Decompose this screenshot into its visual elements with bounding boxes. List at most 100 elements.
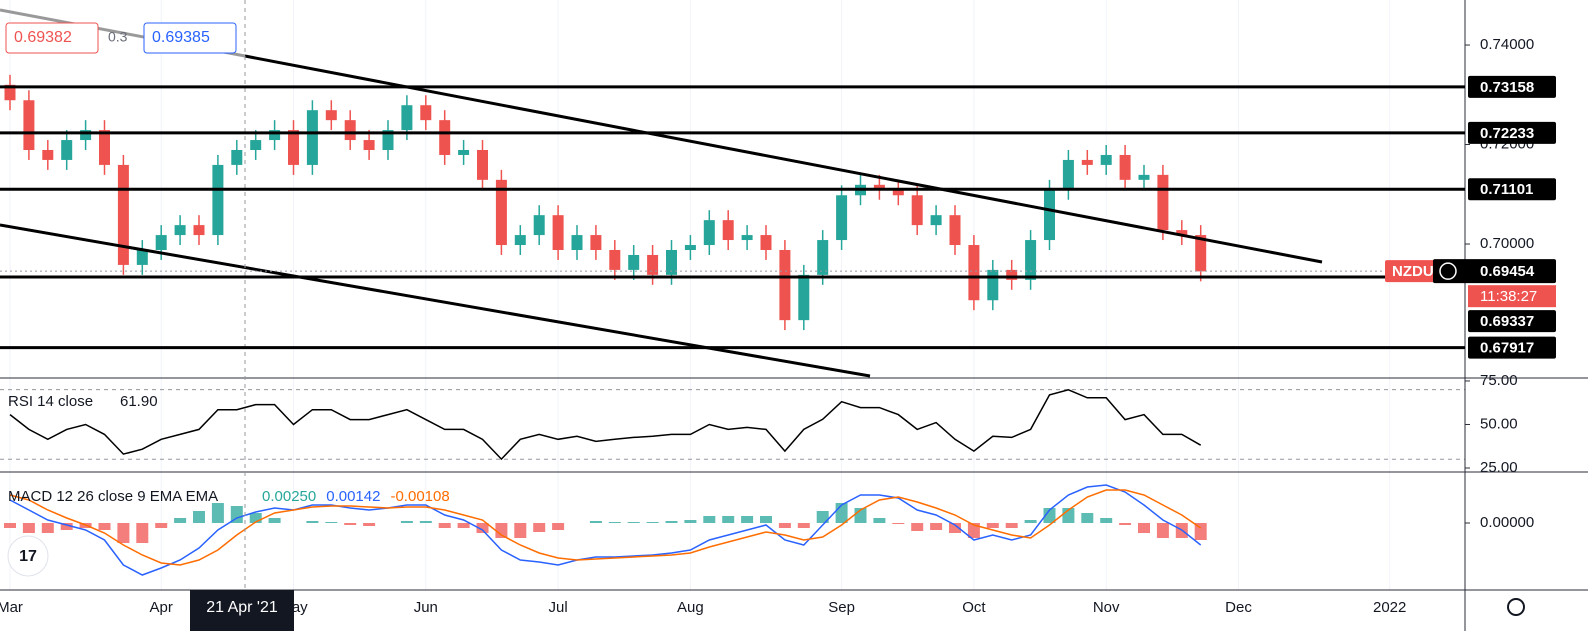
candle-body	[987, 269, 999, 301]
ask-box[interactable]	[143, 22, 237, 54]
logo-mark: 17	[19, 548, 37, 565]
countdown: 11:38:27	[1480, 288, 1537, 305]
histogram-bar	[344, 523, 357, 525]
candle-body	[117, 164, 129, 265]
add-alert-icon[interactable]	[1439, 262, 1457, 280]
trend-line	[0, 223, 871, 378]
candle-body	[760, 235, 772, 250]
y-tick-label: 25.00	[1480, 459, 1518, 476]
histogram-bar	[627, 522, 640, 523]
spread: 0.3	[108, 29, 128, 45]
histogram-bar	[1156, 523, 1169, 538]
candle-body	[250, 140, 262, 150]
price-level-box	[1468, 75, 1556, 98]
candle-body	[514, 235, 526, 246]
histogram-bar	[949, 523, 961, 533]
candle-body	[949, 215, 961, 246]
candle-body	[1025, 240, 1037, 280]
candle-body	[136, 249, 148, 265]
price-level-label: 0.72233	[1480, 125, 1534, 142]
price-level-label: 0.67917	[1480, 340, 1534, 357]
histogram-bar	[476, 523, 489, 533]
settings-icon[interactable]	[1507, 598, 1525, 616]
candle-body	[99, 130, 110, 165]
candle-body	[533, 215, 545, 236]
candle-body	[193, 225, 205, 236]
histogram-bar	[41, 523, 54, 533]
histogram-bar	[703, 516, 716, 523]
candle-body	[439, 120, 451, 155]
indicator-name: RSI 14 close	[8, 393, 93, 410]
indicator-readout: -0.00108	[390, 488, 449, 505]
candle-body	[288, 130, 299, 165]
histogram-bar	[495, 523, 508, 538]
histogram-bar	[193, 511, 205, 523]
candle-body	[571, 235, 583, 250]
candle-body	[722, 220, 734, 241]
histogram-bar	[438, 523, 451, 528]
histogram-bar	[60, 523, 73, 530]
histogram-bar	[797, 523, 810, 528]
candle-body	[1157, 174, 1169, 231]
histogram-bar	[98, 523, 111, 530]
x-tick-label: Mar	[0, 599, 23, 616]
histogram-bar	[457, 523, 470, 528]
candle-body	[1062, 159, 1074, 190]
histogram-bar	[514, 523, 527, 538]
candle-body	[344, 120, 356, 141]
histogram-bar	[911, 523, 924, 531]
crosshair-date: 21 Apr '21	[206, 599, 278, 616]
last-price-box[interactable]	[1433, 259, 1556, 284]
histogram-bar	[552, 523, 565, 530]
candle-body	[325, 110, 337, 121]
candle-body	[420, 105, 432, 121]
candle-body	[684, 245, 696, 250]
line-series	[9, 489, 1202, 566]
price-level-label: 0.69337	[1480, 313, 1534, 330]
bid-price: 0.69382	[14, 29, 72, 46]
candle-body	[628, 254, 640, 270]
histogram-bar	[1005, 523, 1018, 528]
candle-body	[836, 195, 848, 241]
price-level-box	[1468, 336, 1556, 359]
trend-line	[244, 54, 1323, 264]
candle-body	[779, 249, 791, 321]
price-level-label: 0.71101	[1480, 181, 1533, 198]
x-tick-label: 2022	[1373, 599, 1406, 616]
histogram-bar	[892, 523, 905, 524]
bid-box[interactable]	[5, 22, 99, 54]
indicator-name: MACD 12 26 close 9 EMA EMA	[8, 488, 218, 505]
candle-body	[703, 220, 715, 246]
candle-body	[930, 215, 942, 226]
histogram-bar	[1043, 508, 1056, 523]
candle-body	[212, 164, 224, 236]
candle-body	[1081, 159, 1093, 165]
histogram-bar	[22, 523, 35, 533]
countdown-box	[1468, 285, 1556, 308]
indicator-readout: 61.90	[120, 393, 158, 410]
price-level-box	[1468, 121, 1556, 144]
y-tick-label: 0.70000	[1480, 235, 1534, 252]
x-tick-label: Jun	[414, 599, 438, 616]
candle-body	[458, 149, 470, 155]
x-tick-label: Nov	[1093, 599, 1120, 616]
candle-body	[647, 254, 659, 275]
ask-price: 0.69385	[152, 29, 210, 46]
x-tick-label: Sep	[828, 599, 855, 616]
histogram-bar	[1194, 523, 1207, 540]
candle-body	[1006, 269, 1018, 280]
y-tick-label: 50.00	[1480, 415, 1518, 432]
candle-body	[80, 130, 92, 141]
histogram-bar	[816, 511, 829, 523]
indicator-readout: 0.00142	[326, 488, 380, 505]
candle-body	[817, 240, 829, 275]
histogram-bar	[230, 506, 243, 523]
price-level-label: 0.73158	[1480, 79, 1534, 96]
symbol-tag: NZDU	[1392, 263, 1434, 280]
symbol-tag-box	[1385, 260, 1445, 283]
candle-body	[609, 249, 621, 270]
histogram-bar	[1081, 513, 1094, 523]
histogram-bar	[930, 523, 943, 530]
logo[interactable]	[7, 535, 49, 577]
